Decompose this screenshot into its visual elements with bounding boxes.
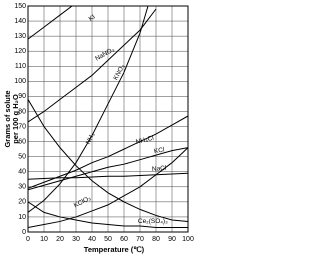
series-line (28, 99, 188, 222)
plot-area (28, 6, 188, 228)
y-tick-label: 130 (14, 33, 26, 40)
x-tick-label: 40 (88, 236, 96, 243)
x-tick-label: 30 (72, 236, 80, 243)
y-tick-label: 20 (18, 199, 26, 206)
series-line (28, 8, 157, 123)
x-tick-label: 70 (136, 236, 144, 243)
y-tick-label: 100 (14, 78, 26, 85)
x-tick-label: 90 (168, 236, 176, 243)
y-tick-label: 140 (14, 18, 26, 25)
x-tick-label: 60 (120, 236, 128, 243)
x-tick-label: 10 (40, 236, 48, 243)
y-tick-label: 90 (18, 93, 26, 100)
x-tick-label: 80 (152, 236, 160, 243)
y-axis-label: per 100 g H₂O (11, 94, 20, 144)
series-label: Ce₂(SO₄)₃ (138, 218, 168, 225)
series-label: KCl (153, 146, 165, 155)
y-axis-label: Grams of solute (3, 90, 12, 147)
series-line (28, 147, 188, 191)
series-label: NaCl (152, 165, 168, 173)
y-tick-label: 0 (22, 229, 26, 236)
series-line (28, 172, 188, 180)
y-tick-label: 80 (18, 108, 26, 115)
plot-frame (27, 5, 189, 233)
series-label: NH₃ (85, 131, 97, 145)
y-tick-label: 50 (18, 154, 26, 161)
series-line (28, 6, 73, 40)
series-label: KI (88, 13, 97, 22)
x-axis-label: Temperature (℃) (84, 245, 145, 254)
y-tick-label: 40 (18, 169, 26, 176)
y-tick-label: 60 (18, 138, 26, 145)
x-tick-label: 100 (182, 236, 194, 243)
x-tick-label: 0 (26, 236, 30, 243)
y-tick-label: 10 (18, 214, 26, 221)
x-tick-label: 50 (104, 236, 112, 243)
x-tick-label: 20 (56, 236, 64, 243)
series-line (28, 147, 188, 228)
y-tick-label: 150 (14, 3, 26, 10)
series-label: NaNO₃ (94, 46, 116, 63)
y-tick-label: 110 (15, 63, 26, 70)
chart: Temperature (℃) Grams of solute per 100 … (3, 3, 194, 254)
y-tick-label: 30 (18, 184, 26, 191)
y-tick-label: 120 (14, 48, 26, 55)
series-line (28, 6, 149, 213)
series-line (28, 201, 188, 228)
series-label: NH₄Cl (135, 135, 155, 146)
y-tick-label: 70 (18, 123, 26, 130)
